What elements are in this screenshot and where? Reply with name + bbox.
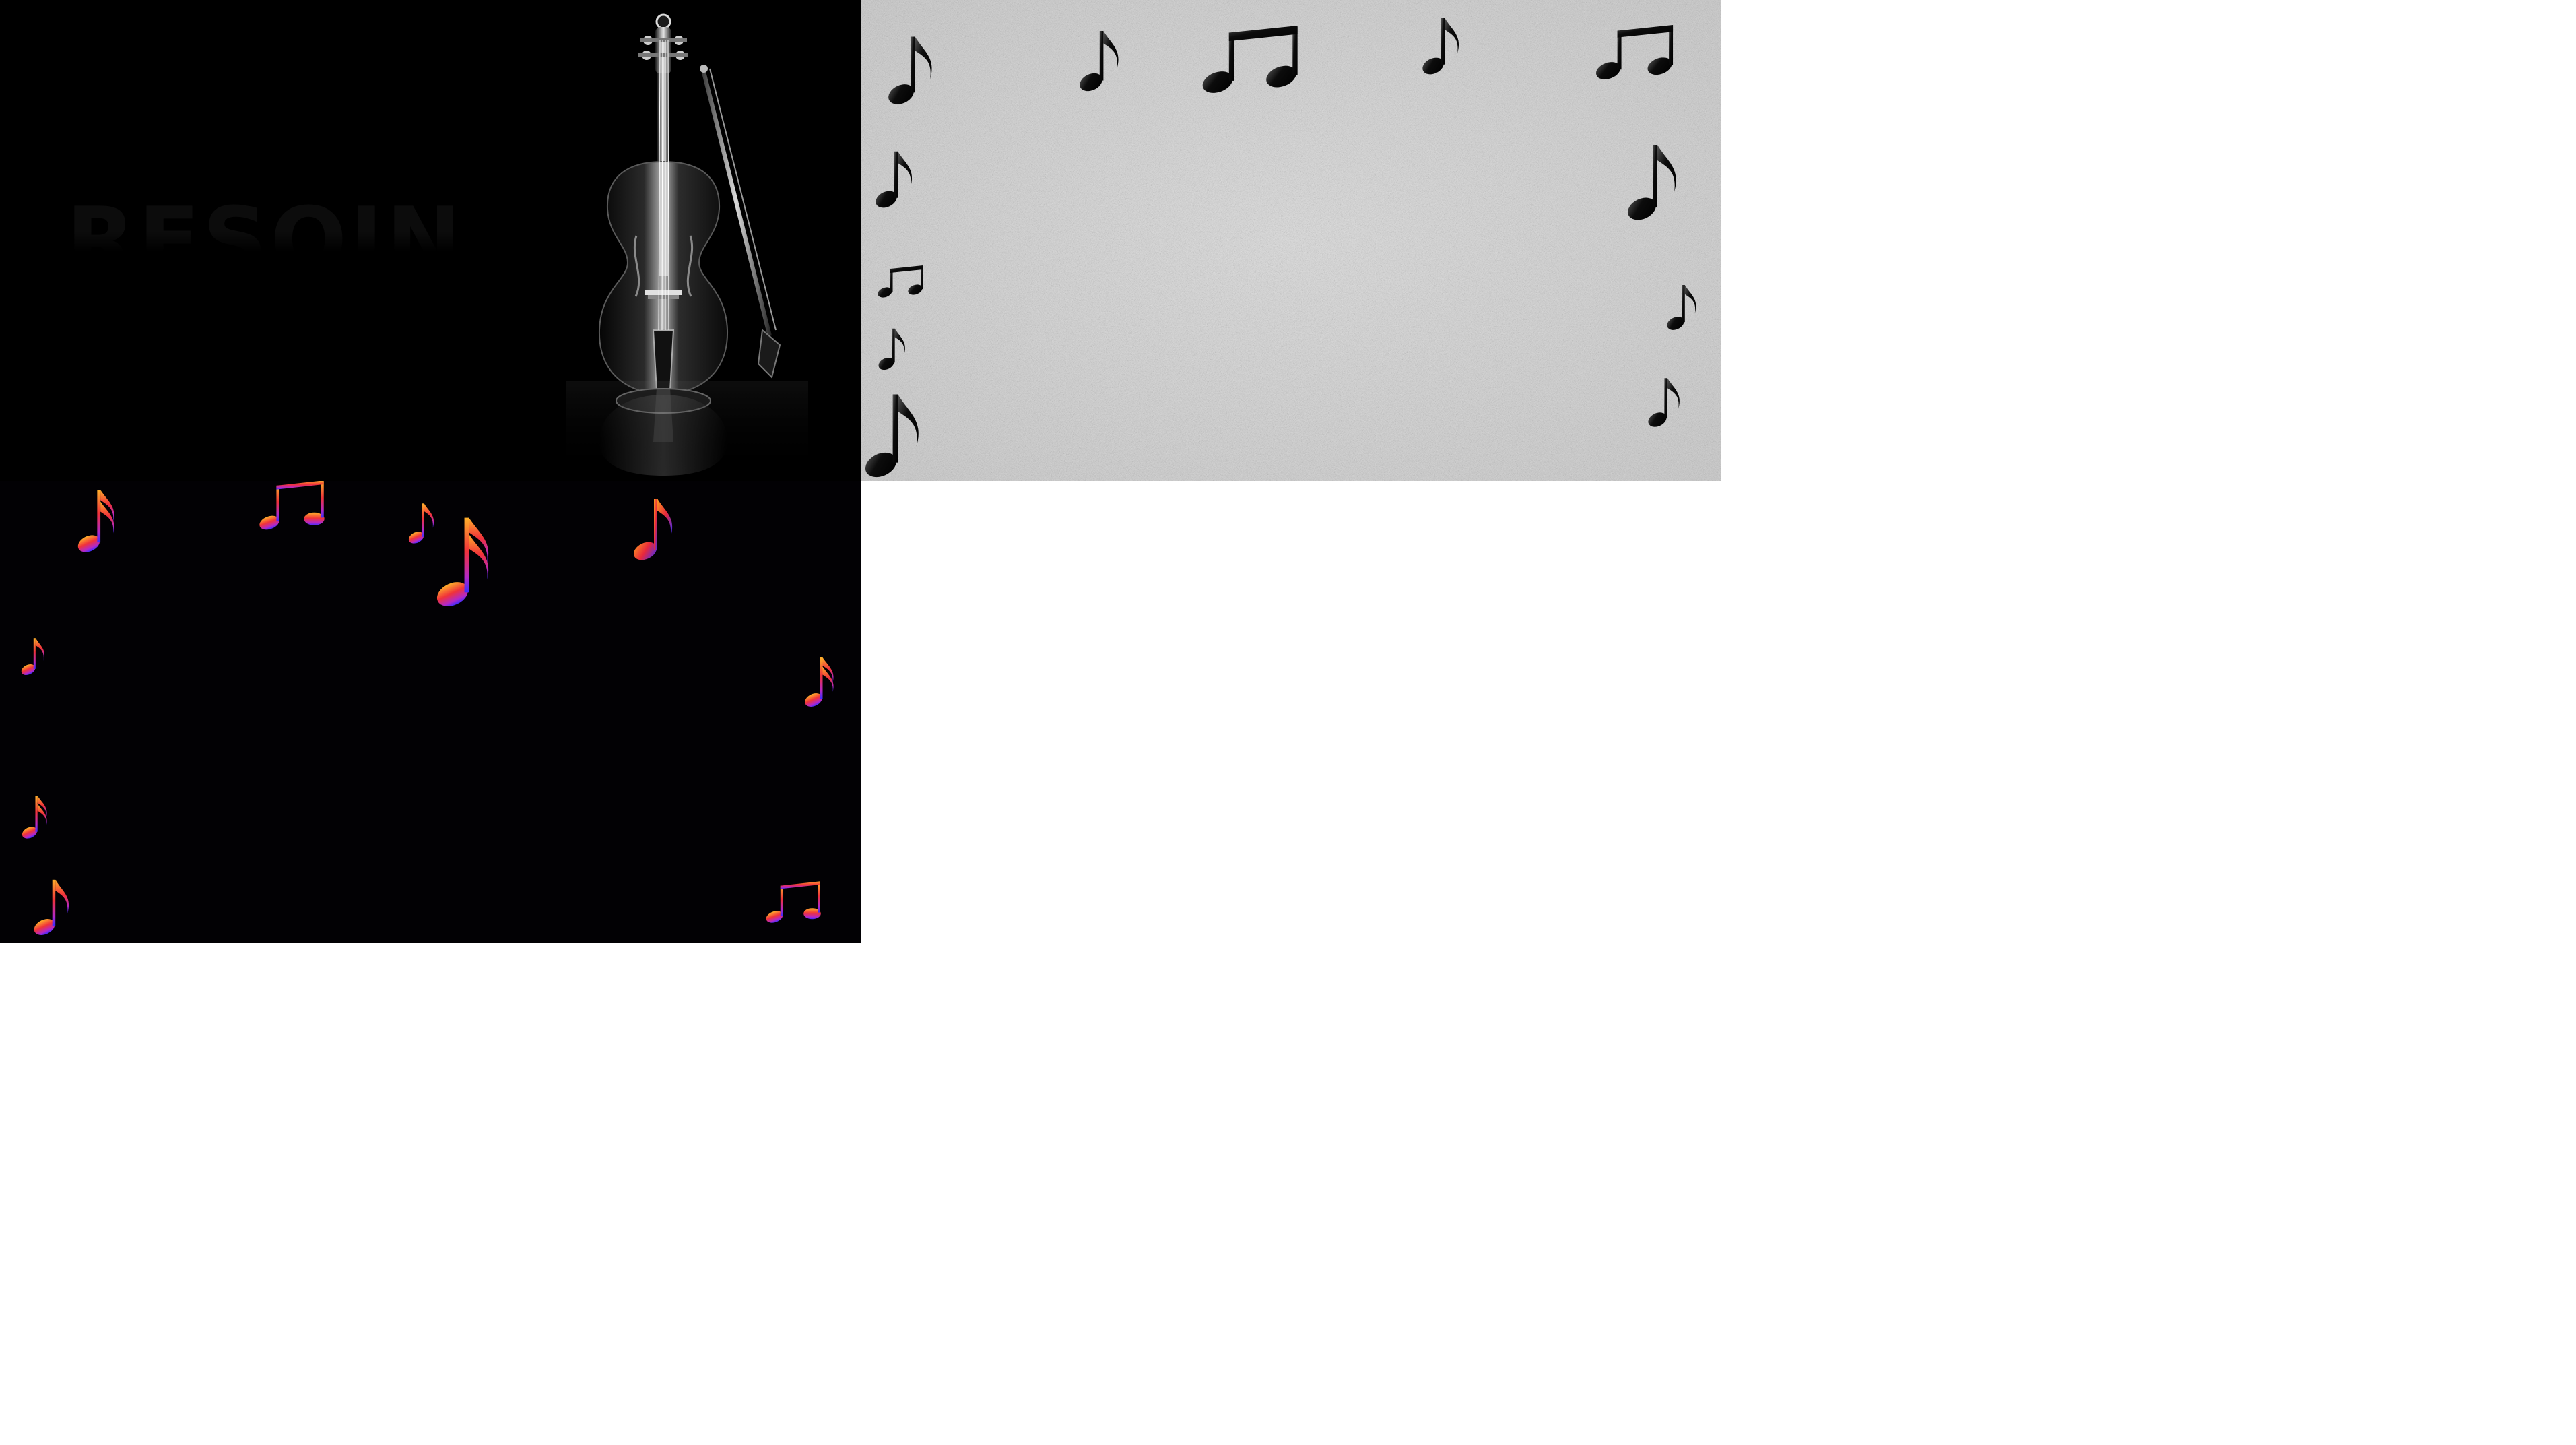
paper-texture — [861, 0, 1721, 481]
bow-icon — [700, 65, 781, 379]
rainbow-notes-border — [20, 481, 834, 938]
violin-panel: RESOIN — [0, 0, 861, 481]
violin-reflection-icon — [566, 381, 808, 481]
violin-icon — [598, 13, 781, 414]
ghost-title-text: RESOIN — [66, 188, 465, 293]
rainbow-notes-panel — [0, 481, 861, 943]
paper-notes-panel — [861, 0, 1721, 481]
violin-scroll — [638, 13, 688, 74]
